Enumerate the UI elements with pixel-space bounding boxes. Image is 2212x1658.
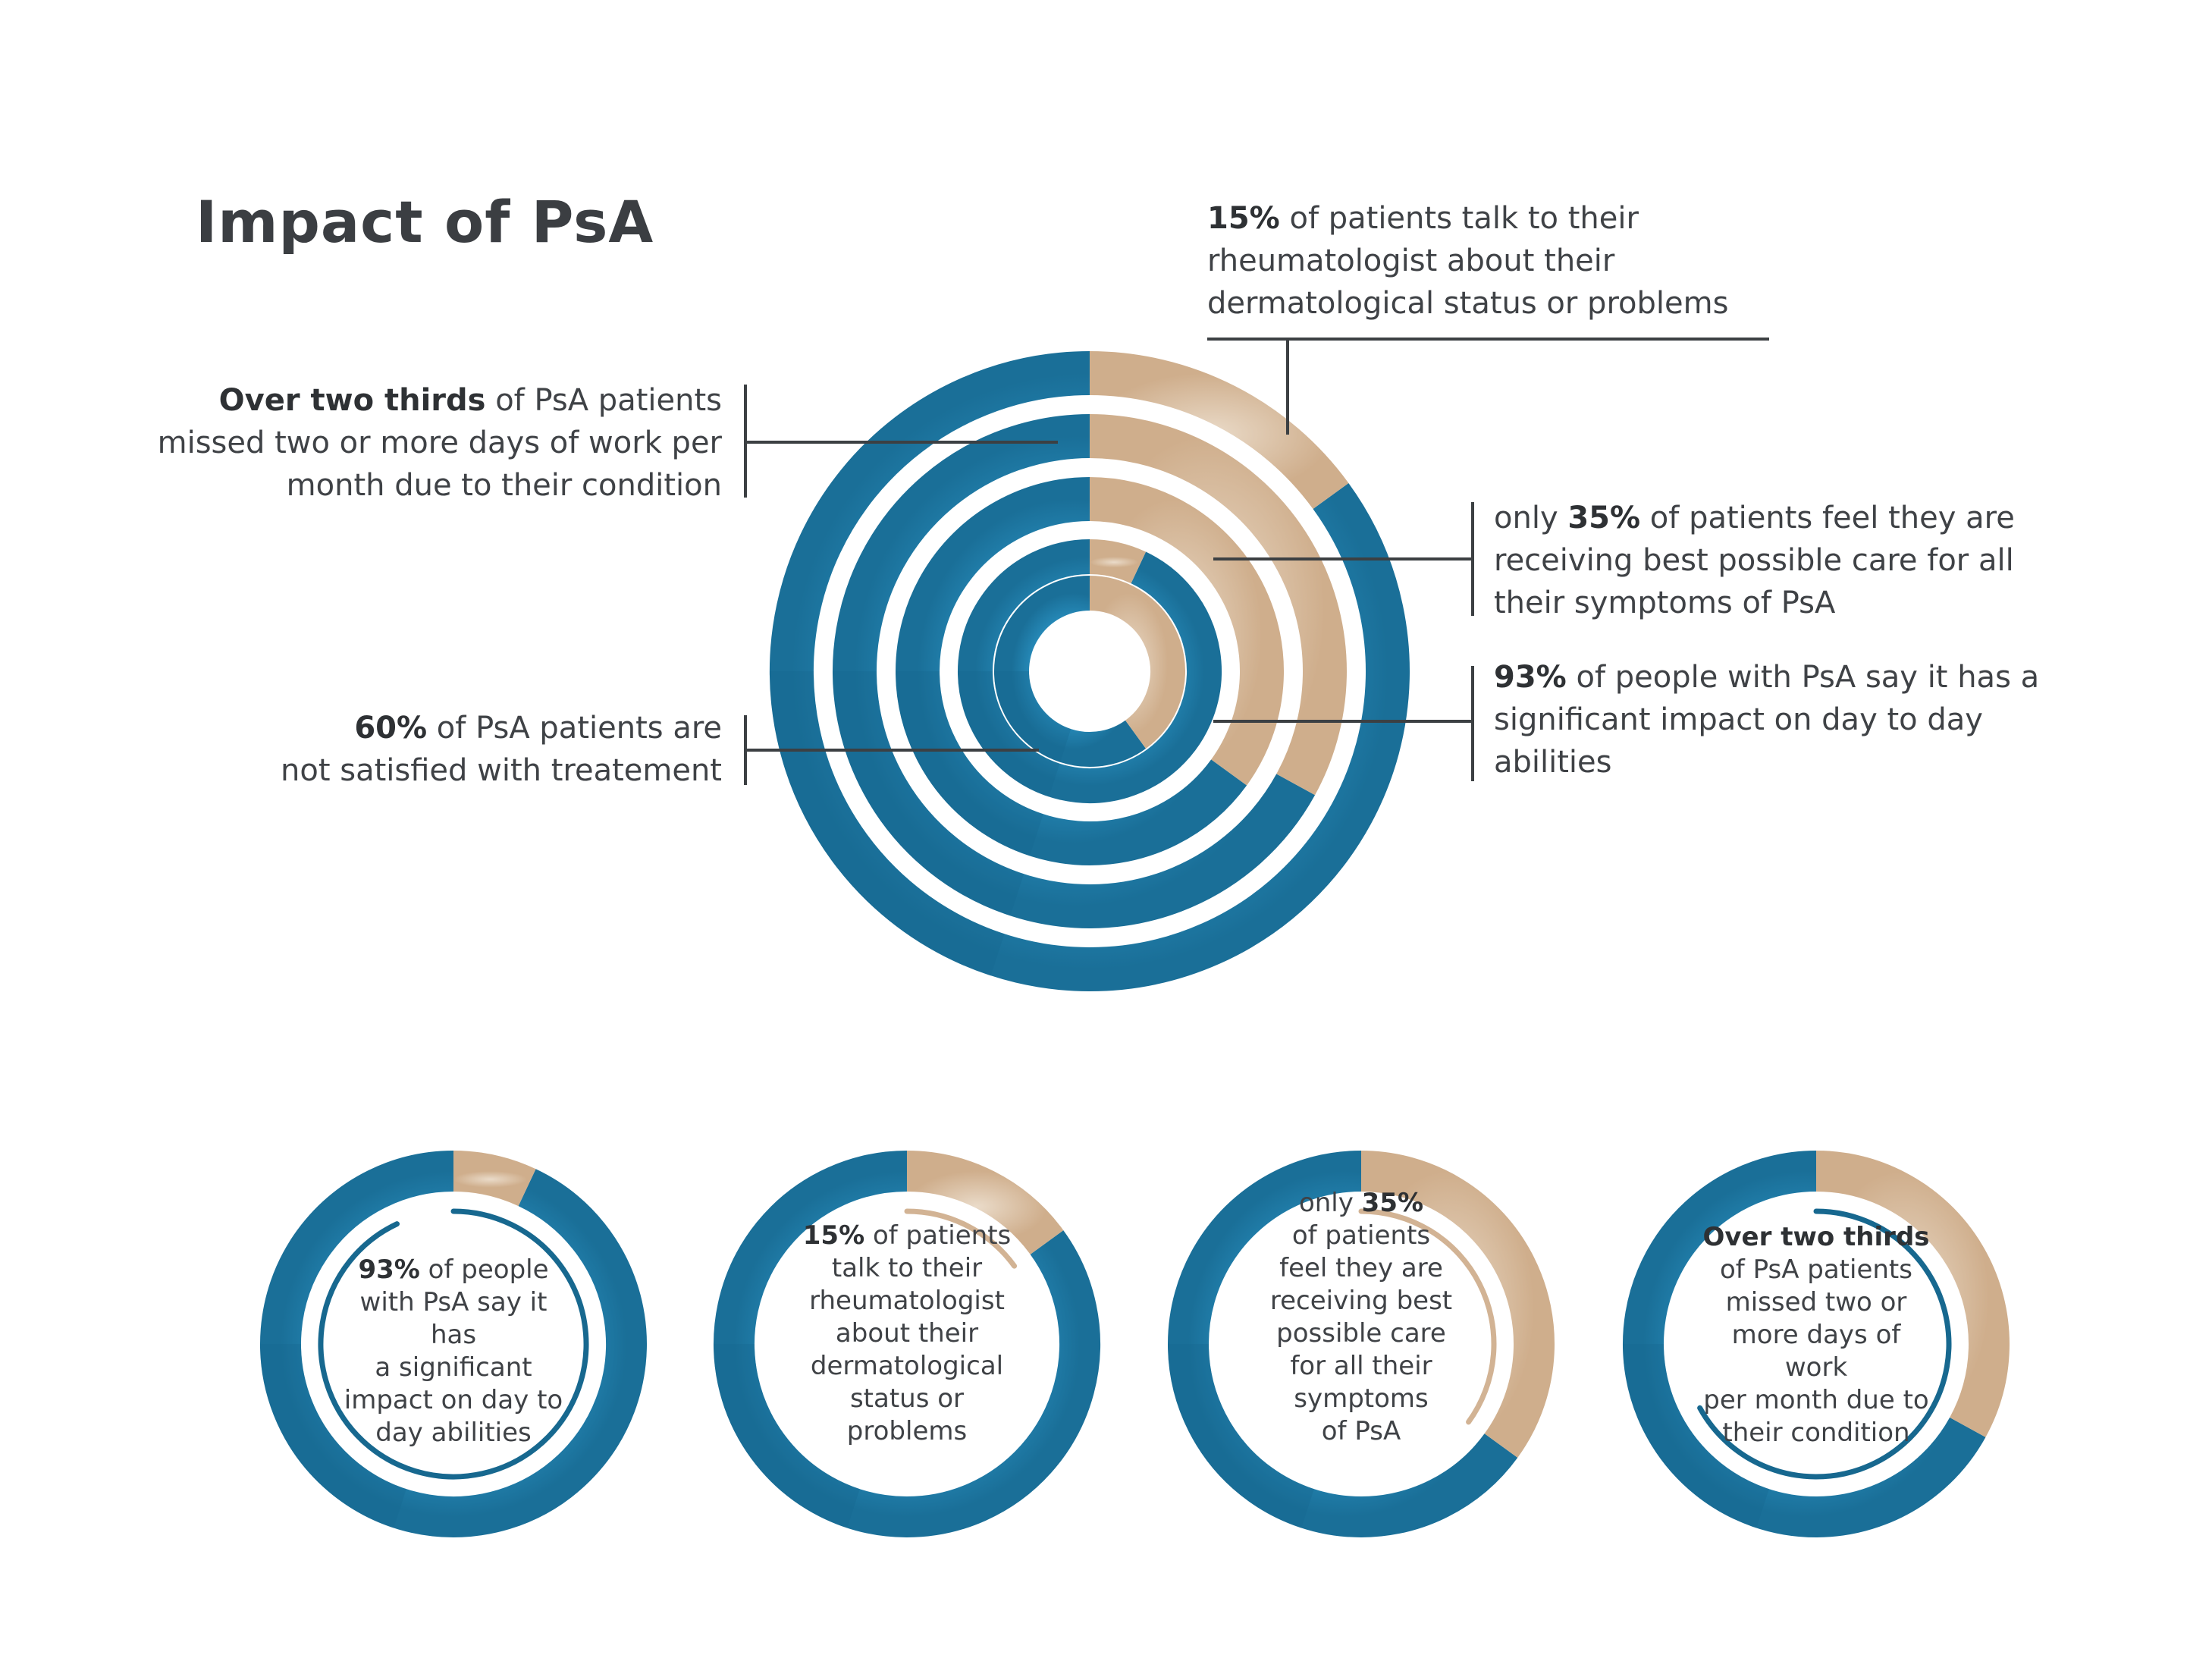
small-donut-3-prefix: only bbox=[1298, 1188, 1362, 1218]
annotation-two-thirds-bold: Over two thirds bbox=[218, 383, 486, 418]
small-donut-2-texture bbox=[714, 1343, 861, 1528]
small-donut-1-line-4: impact on day to bbox=[344, 1385, 563, 1415]
big-ring-4-tan-segment bbox=[1089, 539, 1147, 584]
small-donut-4-line-3: missed two or bbox=[1725, 1287, 1907, 1317]
small-donut-3-line-6: for all their bbox=[1290, 1351, 1432, 1381]
small-donut-3-bold: 35% bbox=[1361, 1188, 1424, 1218]
small-donut-3-inner-arc bbox=[1358, 1208, 1497, 1425]
big-ring-5-texture bbox=[994, 670, 1072, 762]
annotation-ninety-three-line-3: abilities bbox=[1494, 745, 1612, 780]
big-ring-1-tan-segment bbox=[1089, 351, 1349, 510]
small-donut-1-line-3: a significant bbox=[375, 1352, 532, 1383]
annotation-sixty-bold: 60% bbox=[354, 711, 428, 746]
annotation-thirty-five-line-2: receiving best possible care for all bbox=[1494, 543, 2014, 578]
annotation-ninety-three-line-2: significant impact on day to day bbox=[1494, 702, 1983, 737]
small-donut-3-blue-segment bbox=[1168, 1151, 1518, 1537]
annotation-two-thirds: Over two thirds of PsA patients missed t… bbox=[146, 379, 722, 507]
small-donut-1-blue-segment bbox=[260, 1151, 647, 1537]
big-ring-4-blue-segment bbox=[958, 539, 1222, 803]
small-donut-1-text: 93% of people with PsA say it has a sign… bbox=[340, 1254, 567, 1449]
big-ring-3-texture bbox=[896, 670, 1044, 856]
annotation-thirty-five-bold: 35% bbox=[1567, 501, 1641, 535]
annotation-two-thirds-line-2: missed two or more days of work per bbox=[157, 425, 722, 460]
small-donut-3-text: only 35% of patients feel they are recei… bbox=[1247, 1187, 1475, 1448]
small-donut-4-texture bbox=[1623, 1343, 1770, 1528]
small-donut-2-blue-segment bbox=[714, 1151, 1100, 1537]
small-donut-2-tan-segment bbox=[906, 1151, 1064, 1255]
annotation-ninety-three-line-1: of people with PsA say it has a bbox=[1566, 660, 2040, 695]
big-ring-5-blue-segment bbox=[994, 576, 1147, 767]
annotation-connectors bbox=[744, 338, 1769, 785]
big-ring-2-blue-segment bbox=[833, 414, 1316, 928]
small-donut-2-bold: 15% bbox=[802, 1220, 865, 1251]
small-donut-3 bbox=[1168, 1151, 1555, 1537]
small-donut-4-blue-segment bbox=[1623, 1151, 1986, 1537]
annotation-fifteen-line-3: dermatological status or problems bbox=[1207, 286, 1729, 321]
big-ring-5-tan-segment bbox=[1089, 576, 1185, 749]
small-donut-3-line-3: feel they are bbox=[1279, 1253, 1443, 1283]
big-ring-4-texture bbox=[958, 670, 1060, 797]
small-donut-4-line-2: of PsA patients bbox=[1720, 1254, 1912, 1285]
annotation-sixty: 60% of PsA patients are not satisfied wi… bbox=[191, 707, 722, 792]
small-donut-4-bold: Over two thirds bbox=[1702, 1222, 1930, 1252]
small-donut-3-line-8: of PsA bbox=[1321, 1416, 1401, 1446]
annotation-ninety-three-bold: 93% bbox=[1494, 660, 1567, 695]
big-ring-1-blue-segment bbox=[770, 351, 1410, 991]
small-donut-1-line-2: with PsA say it has bbox=[359, 1287, 548, 1350]
annotation-fifteen-line-2: rheumatologist about their bbox=[1207, 243, 1615, 278]
annotation-thirty-five-line-1: of patients feel they are bbox=[1640, 501, 2015, 535]
small-donut-2-line-3: rheumatologist bbox=[809, 1286, 1005, 1316]
annotation-thirty-five-line-3: their symptoms of PsA bbox=[1494, 586, 1836, 620]
small-donut-2-inner-arc bbox=[904, 1208, 1018, 1269]
small-donut-3-tan-segment bbox=[1360, 1151, 1555, 1458]
annotation-fifteen-bold: 15% bbox=[1207, 201, 1280, 236]
small-donut-2-line-4: about their bbox=[835, 1318, 979, 1349]
annotation-thirty-five: only 35% of patients feel they are recei… bbox=[1494, 497, 2085, 624]
annotation-ninety-three: 93% of people with PsA say it has a sign… bbox=[1494, 656, 2101, 783]
small-donut-3-line-5: possible care bbox=[1276, 1318, 1446, 1349]
big-ring-2-texture bbox=[833, 670, 1024, 916]
small-donut-3-texture bbox=[1168, 1343, 1315, 1528]
small-donut-4-text: Over two thirds of PsA patients missed t… bbox=[1702, 1221, 1930, 1449]
small-donut-3-line-4: receiving best bbox=[1269, 1286, 1453, 1316]
small-donut-3-line-2: of patients bbox=[1291, 1220, 1431, 1251]
big-ring-1-texture bbox=[770, 670, 1005, 976]
small-donut-4-inner-arc bbox=[1697, 1208, 1952, 1480]
small-donut-1-inner-arc bbox=[318, 1208, 589, 1480]
small-donut-1-tan-segment bbox=[453, 1151, 536, 1207]
small-donut-1 bbox=[260, 1151, 647, 1537]
small-donut-4 bbox=[1623, 1151, 2010, 1537]
annotation-fifteen: 15% of patients talk to their rheumatolo… bbox=[1207, 197, 1799, 325]
small-donut-2 bbox=[714, 1151, 1100, 1537]
small-donut-2-text: 15% of patients talk to their rheumatolo… bbox=[793, 1220, 1021, 1448]
small-donut-1-bold: 93% bbox=[358, 1254, 420, 1285]
small-donut-1-texture bbox=[260, 1343, 407, 1528]
annotation-sixty-line-2: not satisfied with treatement bbox=[281, 753, 722, 788]
small-donut-2-line-5: dermatological bbox=[810, 1351, 1004, 1381]
small-donut-4-line-5: per month due to bbox=[1703, 1385, 1929, 1415]
small-donut-1-line-1: of people bbox=[419, 1254, 549, 1285]
annotation-sixty-line-1: of PsA patients are bbox=[427, 711, 722, 746]
small-donut-4-line-6: their condition bbox=[1722, 1418, 1910, 1448]
annotation-thirty-five-prefix: only bbox=[1494, 501, 1568, 535]
concentric-donut-chart bbox=[770, 351, 1410, 991]
annotation-two-thirds-line-3: month due to their condition bbox=[286, 468, 722, 503]
small-donut-2-line-6: status or problems bbox=[846, 1383, 968, 1446]
small-donut-2-line-1: of patients bbox=[864, 1220, 1012, 1251]
big-ring-2-tan-segment bbox=[1089, 414, 1347, 796]
small-donut-2-line-2: talk to their bbox=[831, 1253, 983, 1283]
annotation-two-thirds-line-1: of PsA patients bbox=[485, 383, 722, 418]
page-title: Impact of PsA bbox=[196, 188, 654, 256]
small-donut-charts bbox=[260, 1151, 2010, 1537]
small-donut-1-line-5: day abilities bbox=[375, 1418, 532, 1448]
small-donut-4-line-4: more days of work bbox=[1731, 1320, 1901, 1383]
small-donut-4-tan-segment bbox=[1815, 1151, 2010, 1437]
small-donut-3-line-7: symptoms bbox=[1294, 1383, 1429, 1414]
annotation-fifteen-line-1: of patients talk to their bbox=[1279, 201, 1639, 236]
